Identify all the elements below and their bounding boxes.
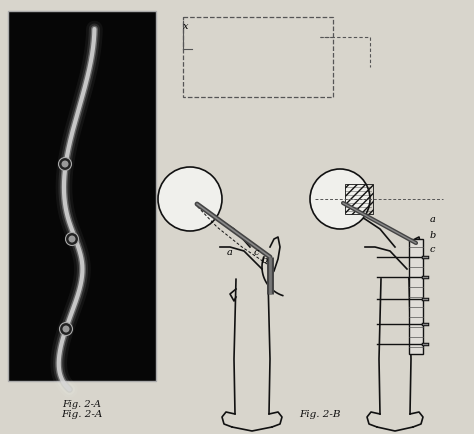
Text: Fig. 2-B: Fig. 2-B bbox=[299, 409, 341, 418]
Text: a: a bbox=[430, 214, 436, 224]
Circle shape bbox=[60, 323, 73, 336]
Circle shape bbox=[69, 236, 75, 243]
Circle shape bbox=[63, 326, 70, 333]
Text: c: c bbox=[430, 244, 436, 253]
Text: Fig. 2-A: Fig. 2-A bbox=[63, 399, 101, 408]
Circle shape bbox=[62, 161, 69, 168]
Text: b: b bbox=[262, 256, 268, 264]
Circle shape bbox=[65, 233, 79, 246]
Bar bbox=[409, 240, 423, 354]
Circle shape bbox=[158, 168, 222, 231]
Bar bbox=[8, 12, 156, 381]
Text: x: x bbox=[183, 22, 189, 31]
Text: b: b bbox=[430, 230, 436, 240]
Circle shape bbox=[310, 170, 370, 230]
Circle shape bbox=[58, 158, 72, 171]
Text: c: c bbox=[254, 247, 259, 256]
Bar bbox=[183, 18, 333, 98]
Text: a: a bbox=[227, 247, 233, 256]
Text: Fig. 2-A: Fig. 2-A bbox=[61, 409, 103, 418]
Bar bbox=[345, 184, 373, 214]
